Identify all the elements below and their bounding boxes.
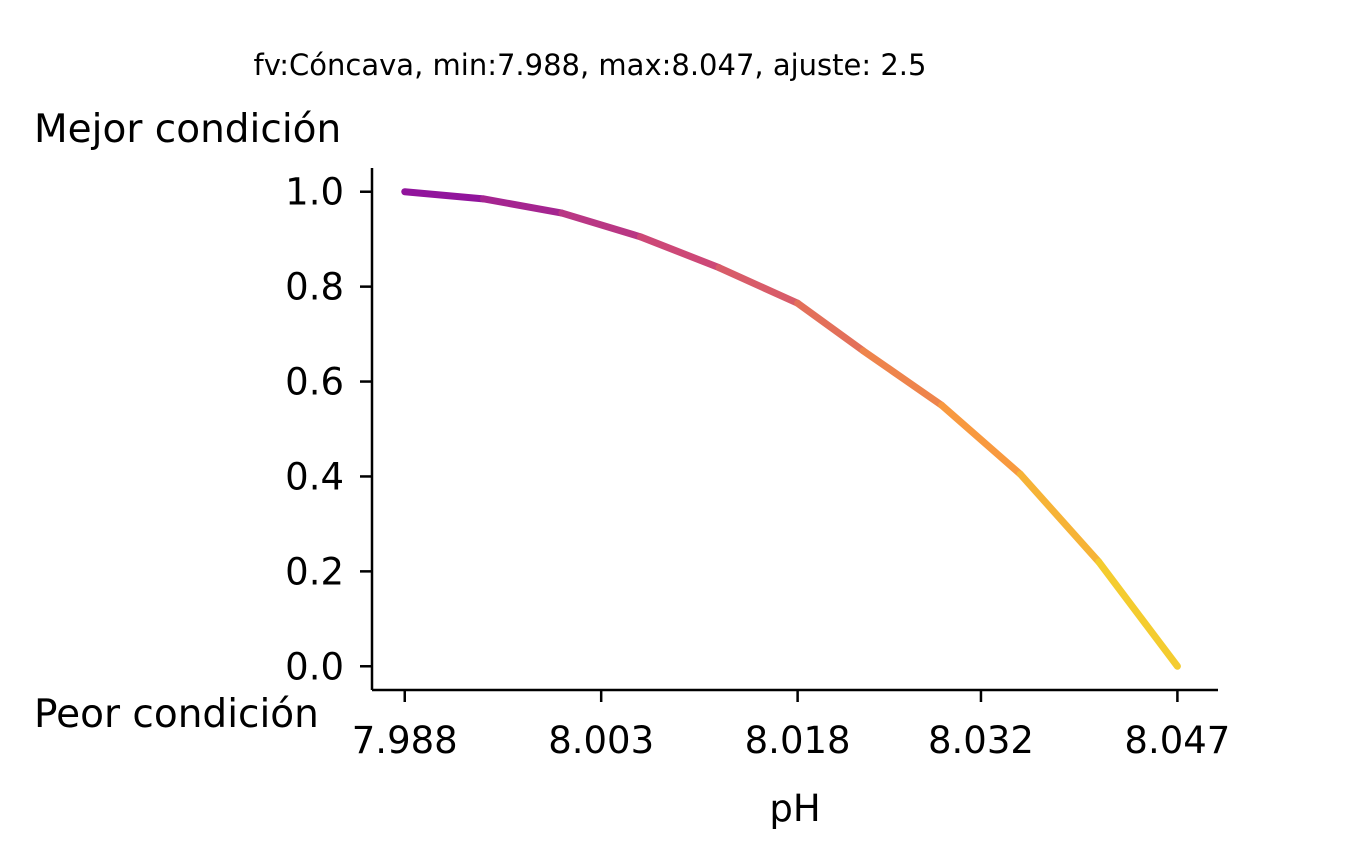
curve-segment <box>636 233 723 272</box>
y-tick-label: 0.8 <box>285 266 344 309</box>
curve-segment <box>938 401 1024 478</box>
curve-series <box>401 188 1181 670</box>
curve-segment <box>859 347 946 409</box>
x-tick-label: 8.018 <box>745 719 851 762</box>
y-tick-label: 0.0 <box>285 645 344 688</box>
x-tick-label: 8.047 <box>1124 719 1230 762</box>
y-tick-label: 0.2 <box>285 550 344 593</box>
curve-segment <box>1016 470 1103 566</box>
x-axis-ticks: 7.988 8.003 8.018 8.032 8.047 <box>352 690 1230 762</box>
y-axis-ticks: 0.0 0.2 0.4 0.6 0.8 1.0 <box>285 171 372 688</box>
curve-segment <box>794 299 867 355</box>
curve-segment <box>479 195 566 217</box>
y-tick-label: 1.0 <box>285 171 344 214</box>
y-tick-label: 0.4 <box>285 455 344 498</box>
best-condition-label: Mejor condición <box>34 107 341 152</box>
curve-segment <box>715 264 802 307</box>
y-tick-label: 0.6 <box>285 361 344 404</box>
x-tick-label: 7.988 <box>352 719 458 762</box>
curve-segment <box>558 209 644 241</box>
x-tick-label: 8.003 <box>548 719 654 762</box>
x-axis-label: pH <box>769 787 820 830</box>
curve-segment <box>401 188 487 203</box>
worst-condition-label: Peor condición <box>34 692 319 737</box>
chart-title: fv:Cóncava, min:7.988, max:8.047, ajuste… <box>254 48 927 82</box>
curve-segment <box>1095 558 1181 670</box>
x-tick-label: 8.032 <box>928 719 1034 762</box>
